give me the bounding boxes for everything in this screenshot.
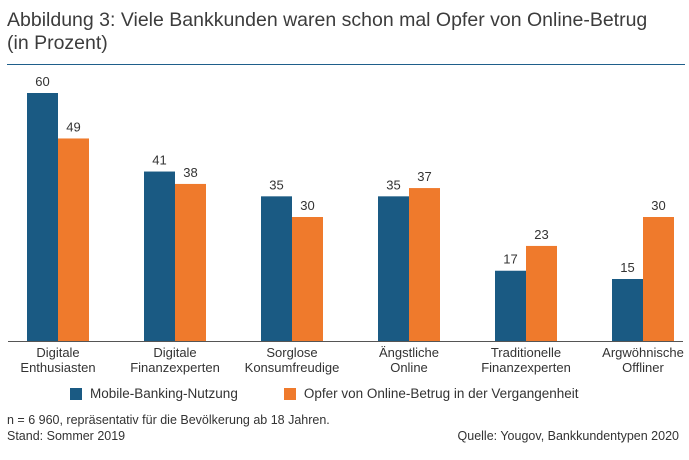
- bar-1-3: [261, 196, 292, 341]
- category-label-3-1: Sorglose: [266, 345, 317, 360]
- bar-chart: 6049DigitaleEnthusiasten4138DigitaleFina…: [8, 74, 684, 375]
- data-label-2-1: 49: [66, 119, 80, 134]
- data-label-2-6: 30: [651, 198, 665, 213]
- data-label-1-4: 35: [386, 177, 400, 192]
- source-note: Quelle: Yougov, Bankkundentypen 2020: [457, 429, 679, 443]
- footnote-sample: n = 6 960, repräsentativ für die Bevölke…: [7, 413, 330, 427]
- category-label-6-1: Argwöhnische: [602, 345, 684, 360]
- bar-2-1: [58, 138, 89, 341]
- legend-label-mobile-banking: Mobile-Banking-Nutzung: [90, 386, 238, 401]
- bar-2-3: [292, 217, 323, 341]
- category-label-6-2: Offliner: [622, 360, 664, 375]
- category-label-4-2: Online: [390, 360, 428, 375]
- bar-2-6: [643, 217, 674, 341]
- title-line-2: (in Prozent): [7, 32, 108, 54]
- title-line-1: Abbildung 3: Viele Bankkunden waren scho…: [7, 9, 648, 31]
- bar-1-5: [495, 270, 526, 341]
- bar-1-6: [612, 279, 643, 341]
- data-label-1-6: 15: [620, 260, 634, 275]
- category-label-1-1: Digitale: [36, 345, 79, 360]
- footnote-date: Stand: Sommer 2019: [7, 429, 126, 443]
- chart-title: Abbildung 3: Viele Bankkunden waren scho…: [7, 9, 647, 55]
- legend-item-mobile-banking: Mobile-Banking-Nutzung: [70, 386, 238, 401]
- bar-1-1: [27, 93, 58, 341]
- bar-1-4: [378, 196, 409, 341]
- category-label-1-2: Enthusiasten: [20, 360, 95, 375]
- data-label-2-3: 30: [300, 198, 314, 213]
- data-label-1-5: 17: [503, 252, 517, 267]
- legend-swatch-online-fraud: [283, 387, 296, 400]
- category-label-4-1: Ängstliche: [379, 345, 439, 360]
- category-label-2-1: Digitale: [153, 345, 196, 360]
- legend-item-online-fraud: Opfer von Online-Betrug in der Vergangen…: [283, 386, 579, 401]
- bar-2-4: [409, 188, 440, 341]
- data-label-2-5: 23: [534, 227, 548, 242]
- data-label-1-2: 41: [152, 153, 166, 168]
- bar-2-2: [175, 183, 206, 341]
- category-label-2-2: Finanzexperten: [130, 360, 220, 375]
- bar-2-5: [526, 245, 557, 341]
- title-rule: [7, 64, 685, 65]
- legend-label-online-fraud: Opfer von Online-Betrug in der Vergangen…: [303, 386, 579, 401]
- bar-1-2: [144, 171, 175, 341]
- legend: Mobile-Banking-Nutzung Opfer von Online-…: [70, 386, 625, 401]
- legend-swatch-mobile-banking: [70, 387, 82, 400]
- category-label-5-1: Traditionelle: [491, 345, 561, 360]
- data-label-1-1: 60: [35, 74, 49, 89]
- category-label-3-2: Konsumfreudige: [245, 360, 340, 375]
- data-label-2-2: 38: [183, 165, 197, 180]
- data-label-1-3: 35: [269, 177, 283, 192]
- category-label-5-2: Finanzexperten: [481, 360, 571, 375]
- data-label-2-4: 37: [417, 169, 431, 184]
